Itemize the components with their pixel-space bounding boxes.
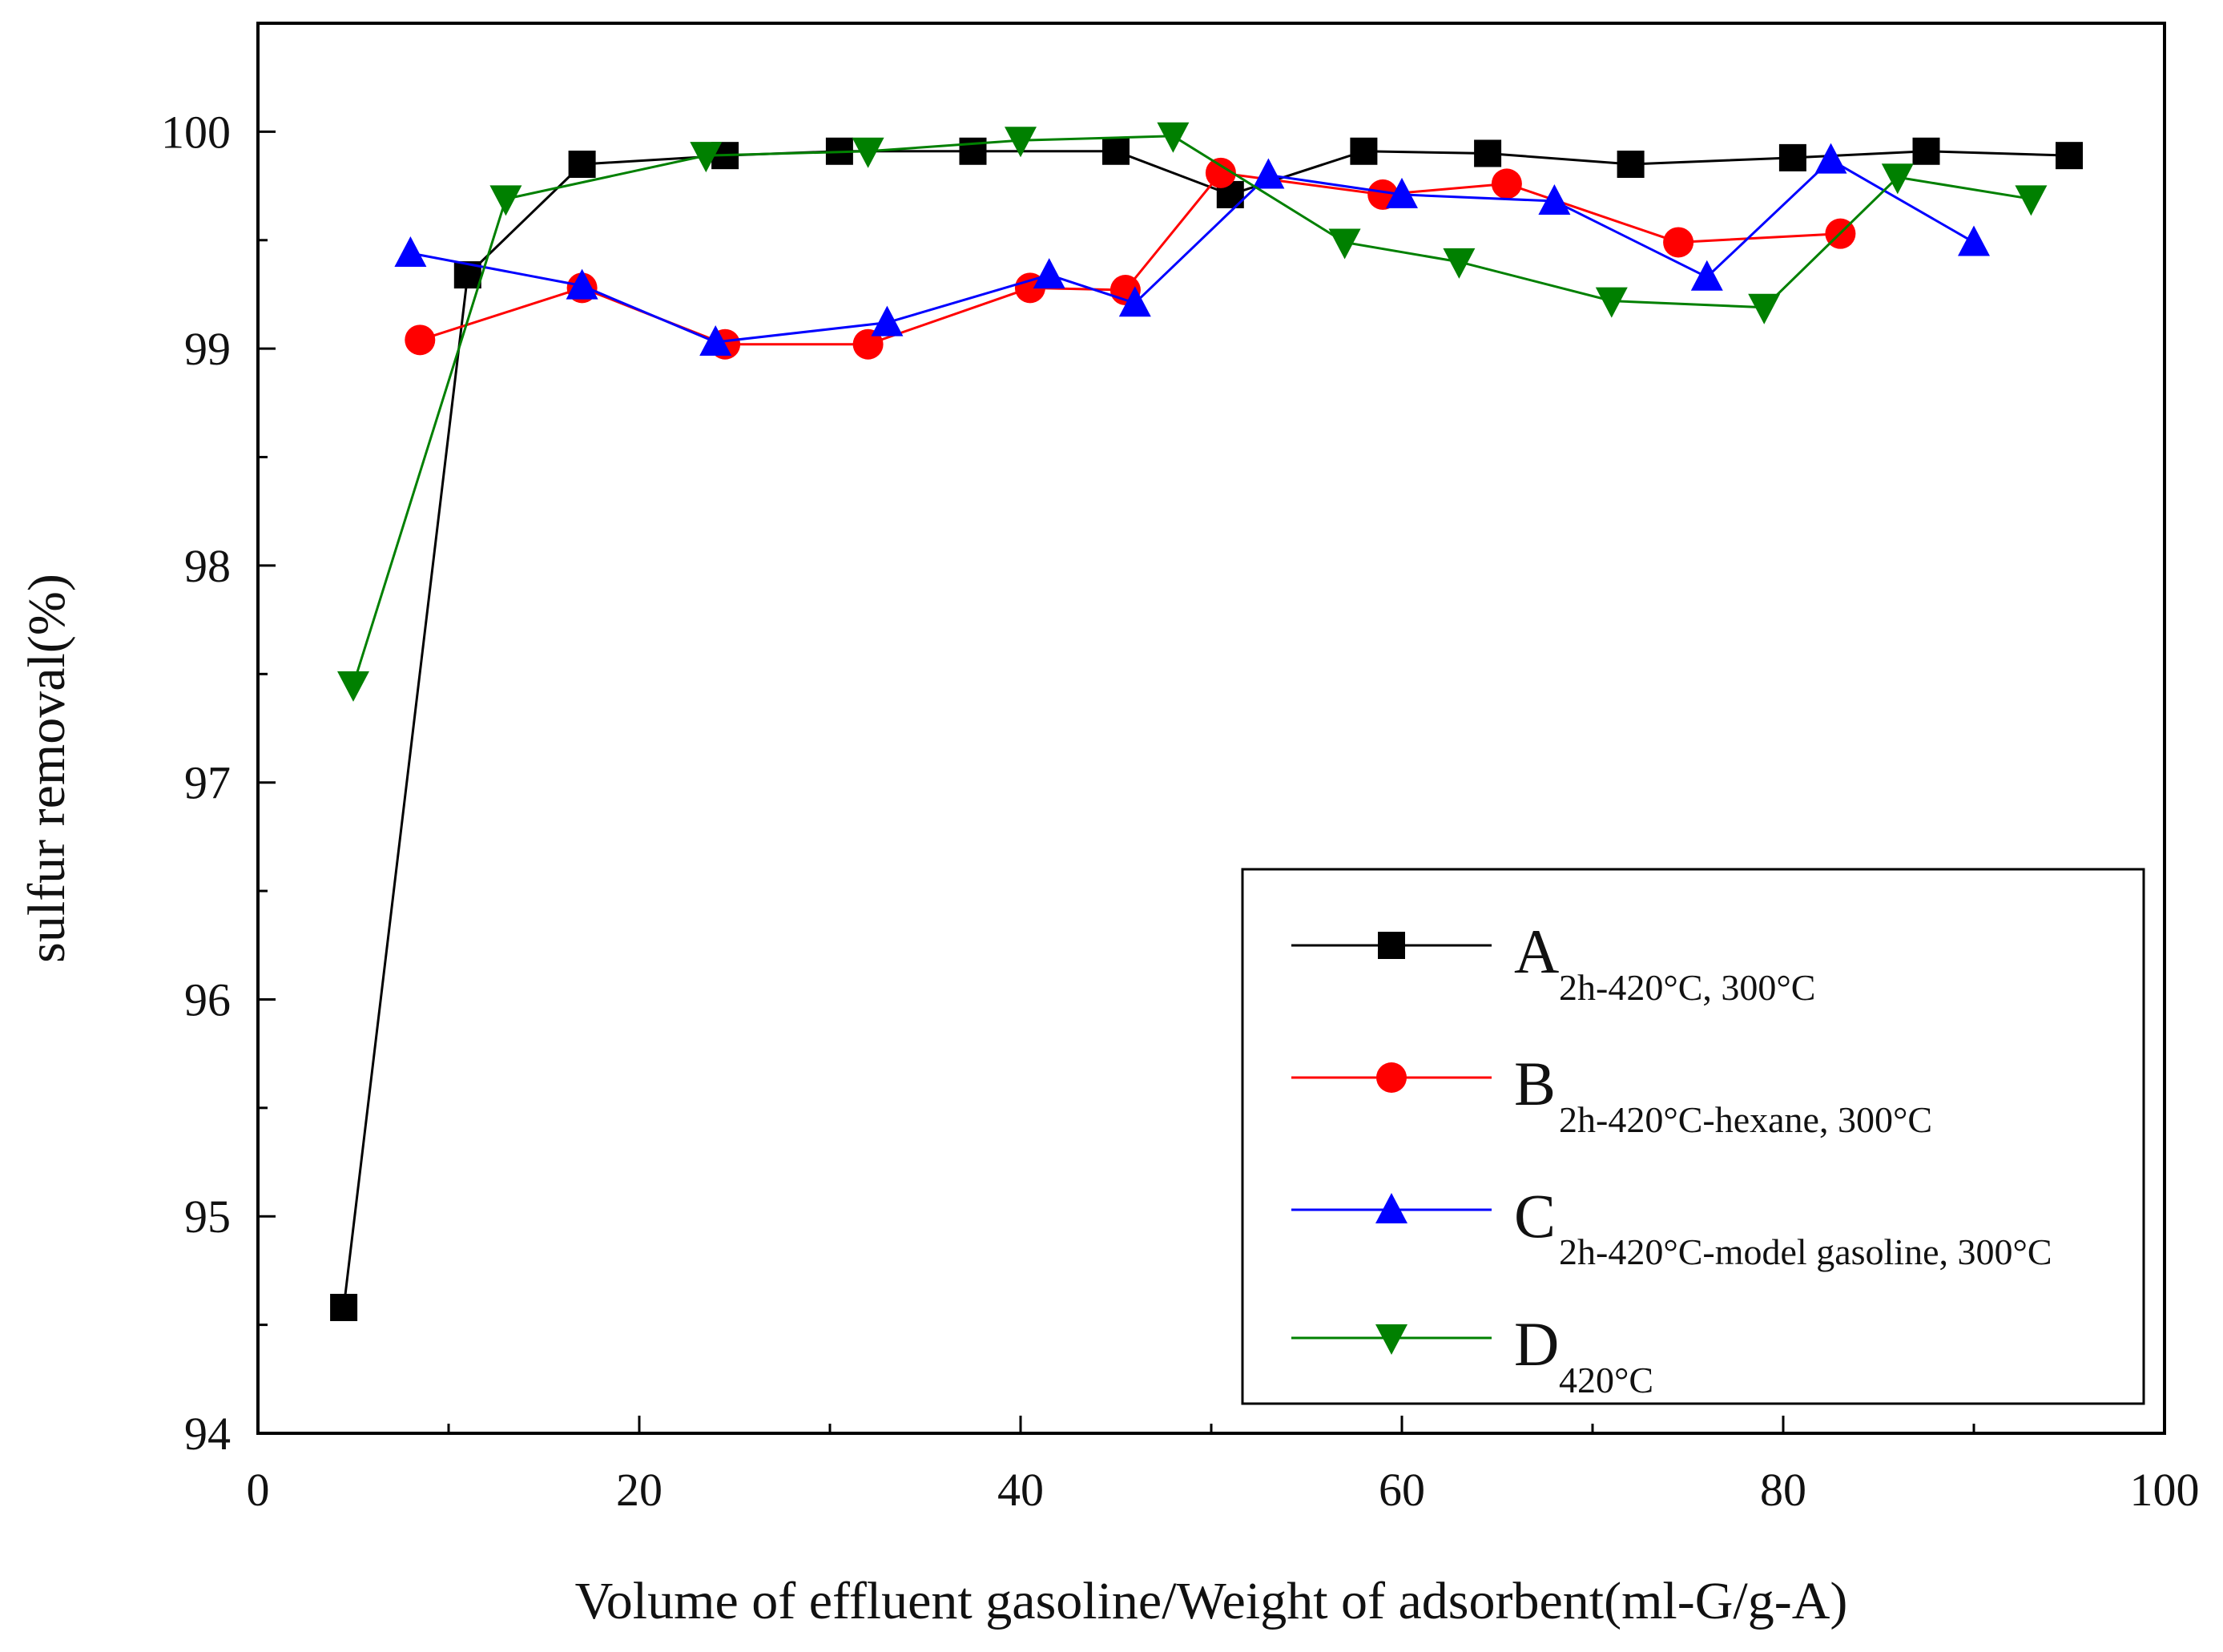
x-tick-label: 80 bbox=[1760, 1464, 1806, 1516]
y-axis-label: sulfur removal(%) bbox=[18, 574, 76, 963]
legend-marker bbox=[1375, 1193, 1407, 1223]
data-point-C bbox=[1386, 177, 1418, 208]
data-point-D bbox=[1595, 287, 1628, 318]
legend-label: C bbox=[1514, 1181, 1556, 1251]
data-point-A bbox=[1102, 137, 1130, 165]
data-point-B bbox=[1205, 157, 1236, 188]
data-point-C bbox=[1958, 225, 1990, 256]
legend-item-A: A2h-420°C, 300°C bbox=[1291, 917, 1815, 1008]
x-axis-label: Volume of effluent gasoline/Weight of ad… bbox=[575, 1572, 1848, 1630]
data-point-C bbox=[1252, 158, 1285, 189]
legend-marker bbox=[1378, 932, 1405, 959]
data-point-A bbox=[1474, 139, 1502, 167]
data-point-D bbox=[690, 142, 723, 173]
series-line-C bbox=[410, 158, 1975, 344]
data-point-D bbox=[2015, 185, 2048, 216]
legend-marker bbox=[1375, 1324, 1407, 1355]
data-point-B bbox=[1663, 227, 1694, 258]
x-tick-label: 40 bbox=[997, 1464, 1044, 1516]
data-point-A bbox=[568, 151, 596, 178]
data-point-D bbox=[1881, 163, 1914, 195]
data-point-D bbox=[489, 185, 522, 216]
legend-marker bbox=[1376, 1062, 1407, 1093]
data-point-A bbox=[1912, 137, 1940, 165]
data-point-A bbox=[2056, 142, 2083, 170]
data-point-C bbox=[1118, 286, 1151, 317]
data-point-A bbox=[959, 137, 987, 165]
series-line-D bbox=[352, 135, 2032, 686]
data-point-C bbox=[394, 236, 427, 268]
series-C bbox=[394, 143, 1990, 357]
data-point-A bbox=[1778, 143, 1806, 171]
data-point-C bbox=[566, 268, 598, 300]
data-point-D bbox=[1157, 122, 1190, 153]
series-D bbox=[337, 122, 2048, 702]
data-point-D bbox=[852, 137, 884, 168]
data-point-C bbox=[1690, 260, 1723, 291]
data-point-D bbox=[1748, 293, 1781, 324]
x-tick-label: 0 bbox=[247, 1464, 270, 1516]
legend-subscript: 2h-420°C-model gasoline, 300°C bbox=[1559, 1231, 2052, 1272]
data-point-A bbox=[330, 1293, 358, 1321]
data-point-B bbox=[852, 328, 884, 360]
data-point-D bbox=[1328, 228, 1361, 260]
data-point-C bbox=[1033, 258, 1065, 289]
data-point-B bbox=[405, 324, 436, 356]
legend-item-B: B2h-420°C-hexane, 300°C bbox=[1291, 1049, 1932, 1140]
y-tick-label: 99 bbox=[184, 323, 231, 375]
legend-subscript: 2h-420°C-hexane, 300°C bbox=[1559, 1099, 1932, 1140]
y-tick-label: 100 bbox=[161, 106, 231, 158]
x-tick-label: 60 bbox=[1379, 1464, 1425, 1516]
y-tick-label: 98 bbox=[184, 540, 231, 592]
series-A bbox=[330, 137, 2083, 1321]
data-point-C bbox=[1814, 143, 1847, 174]
series-line-A bbox=[342, 150, 2070, 1308]
legend-subscript: 420°C bbox=[1559, 1360, 1653, 1400]
y-tick-label: 97 bbox=[184, 757, 231, 809]
legend-label: D bbox=[1514, 1309, 1559, 1379]
y-tick-label: 94 bbox=[184, 1408, 231, 1460]
legend-subscript: 2h-420°C, 300°C bbox=[1559, 967, 1815, 1008]
data-point-D bbox=[1443, 248, 1476, 279]
legend-item-C: C2h-420°C-model gasoline, 300°C bbox=[1291, 1181, 2052, 1272]
data-point-A bbox=[1617, 151, 1645, 178]
data-point-A bbox=[1350, 137, 1378, 165]
data-point-C bbox=[699, 325, 732, 357]
legend-label: B bbox=[1514, 1049, 1556, 1118]
data-point-D bbox=[1005, 127, 1037, 158]
y-tick-label: 95 bbox=[184, 1191, 231, 1243]
legend-label: A bbox=[1514, 917, 1559, 986]
data-point-B bbox=[1491, 168, 1522, 199]
x-tick-label: 100 bbox=[2130, 1464, 2200, 1516]
x-tick-label: 20 bbox=[616, 1464, 662, 1516]
data-point-C bbox=[871, 305, 904, 336]
data-point-C bbox=[1538, 184, 1571, 216]
y-tick-label: 96 bbox=[184, 973, 231, 1025]
data-point-D bbox=[337, 671, 369, 702]
